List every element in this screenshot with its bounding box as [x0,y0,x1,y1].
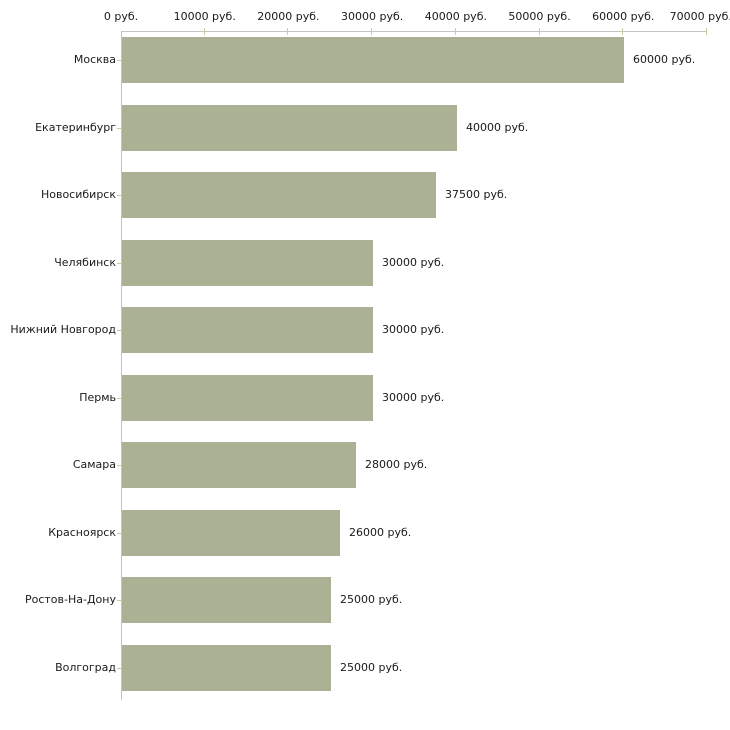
value-label: 30000 руб. [382,323,445,336]
value-label: 40000 руб. [466,121,529,134]
bar [122,442,356,488]
category-label: Ростов-На-Дону [24,593,116,606]
category-label: Челябинск [54,256,116,269]
y-axis-tick-mark [117,668,121,669]
y-axis-tick-mark [117,195,121,196]
x-axis-tick-label: 60000 руб. [592,10,655,23]
category-label: Красноярск [48,526,116,539]
category-label: Самара [72,458,116,471]
x-axis-tick-label: 30000 руб. [341,10,404,23]
bar [122,577,331,623]
y-axis-tick-mark [117,600,121,601]
value-label: 25000 руб. [340,661,403,674]
category-label: Пермь [79,391,116,404]
y-axis-tick-mark [117,128,121,129]
y-axis-tick-mark [117,263,121,264]
bar [122,105,457,151]
x-axis-line [121,31,707,32]
category-label: Волгоград [55,661,116,674]
bar [122,172,436,218]
value-label: 37500 руб. [445,188,508,201]
y-axis-tick-mark [117,330,121,331]
y-axis-tick-mark [117,398,121,399]
bar [122,240,373,286]
bar [122,307,373,353]
value-label: 30000 руб. [382,391,445,404]
bar [122,375,373,421]
value-label: 25000 руб. [340,593,403,606]
x-axis-tick-label: 50000 руб. [508,10,571,23]
y-axis-tick-mark [117,60,121,61]
x-axis-tick-label: 20000 руб. [257,10,320,23]
category-label: Екатеринбург [35,121,116,134]
category-label: Москва [73,53,116,66]
bar [122,645,331,691]
x-axis-tick-label: 0 руб. [103,10,139,23]
y-axis-tick-mark [117,533,121,534]
x-axis-tick-label: 70000 руб. [669,10,730,23]
x-axis-tick-label: 10000 руб. [173,10,236,23]
y-axis-tick-mark [117,465,121,466]
category-label: Новосибирск [40,188,116,201]
category-label: Нижний Новгород [10,323,116,336]
value-label: 28000 руб. [365,458,428,471]
x-axis-tick-label: 40000 руб. [424,10,487,23]
value-label: 60000 руб. [633,53,696,66]
y-axis-line [121,31,122,700]
bar [122,37,624,83]
value-label: 30000 руб. [382,256,445,269]
value-label: 26000 руб. [349,526,412,539]
bar [122,510,340,556]
